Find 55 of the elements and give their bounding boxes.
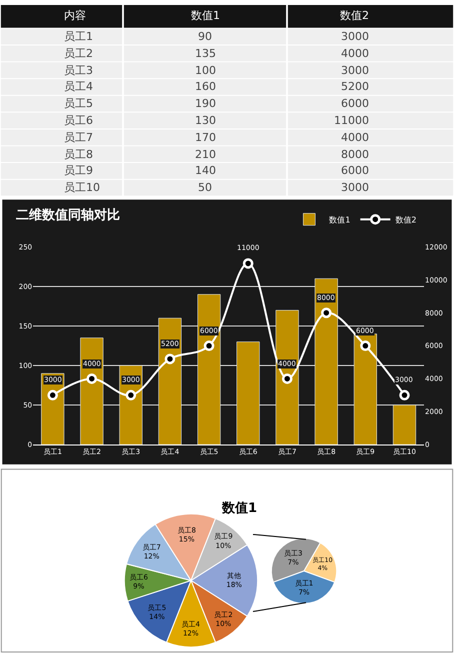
- data-label: 11000: [334, 114, 369, 127]
- bar: [197, 294, 221, 445]
- data-label: 3000: [341, 64, 369, 77]
- data-label: 100: [195, 64, 216, 77]
- point: [360, 340, 371, 352]
- bar: [314, 278, 338, 445]
- legend-label: 数值1: [329, 215, 350, 224]
- point: [399, 390, 410, 400]
- category-label: 员工6: [64, 114, 93, 127]
- bar: [276, 310, 299, 445]
- data-label: 170: [195, 131, 216, 144]
- bar: [119, 365, 142, 445]
- point: [242, 258, 254, 269]
- category-label: 员工3: [64, 64, 93, 77]
- data-label: 4000: [341, 47, 369, 60]
- series-label: 数值2: [340, 9, 369, 22]
- data-label: 8000: [341, 148, 369, 161]
- point: [282, 373, 292, 384]
- data-label: 50: [198, 181, 212, 194]
- category-label: 员工7: [64, 131, 93, 144]
- category-label: 员工8: [64, 148, 93, 161]
- data-label: 3000: [341, 181, 369, 194]
- bar: [158, 318, 182, 445]
- category-label: 员工10: [64, 181, 100, 194]
- bar: [354, 334, 377, 445]
- data-label: 5200: [341, 80, 369, 93]
- category-label: 员工5: [64, 97, 93, 110]
- bar: [392, 404, 416, 445]
- data-label: 140: [195, 164, 216, 177]
- data-label: 6000: [341, 164, 369, 177]
- chart-title: 数值1: [221, 500, 258, 516]
- bar: [80, 338, 104, 445]
- category-label: 员工9: [64, 164, 93, 177]
- point: [164, 354, 176, 364]
- data-label: 3000: [341, 30, 369, 43]
- data-label: 135: [195, 47, 216, 60]
- data-label: 210: [195, 148, 216, 161]
- legend-label: 数值2: [395, 215, 416, 224]
- point: [204, 340, 214, 352]
- bar: [236, 342, 260, 445]
- data-label: 6000: [341, 97, 369, 110]
- point: [321, 308, 332, 318]
- category-label: 员工2: [64, 47, 93, 60]
- category-label: 员工4: [64, 80, 93, 93]
- text: 内容: [64, 9, 86, 22]
- chart-title: 二维数值同轴对比: [16, 207, 120, 223]
- category-label: 员工1: [64, 30, 93, 43]
- data-label: 90: [198, 30, 212, 43]
- data-label: 130: [195, 114, 216, 127]
- point: [47, 390, 58, 400]
- point: [86, 373, 98, 384]
- series-label: 数值1: [191, 9, 220, 22]
- data-label: 4000: [341, 131, 369, 144]
- data-label: 160: [195, 80, 216, 93]
- data-label: 190: [195, 97, 216, 110]
